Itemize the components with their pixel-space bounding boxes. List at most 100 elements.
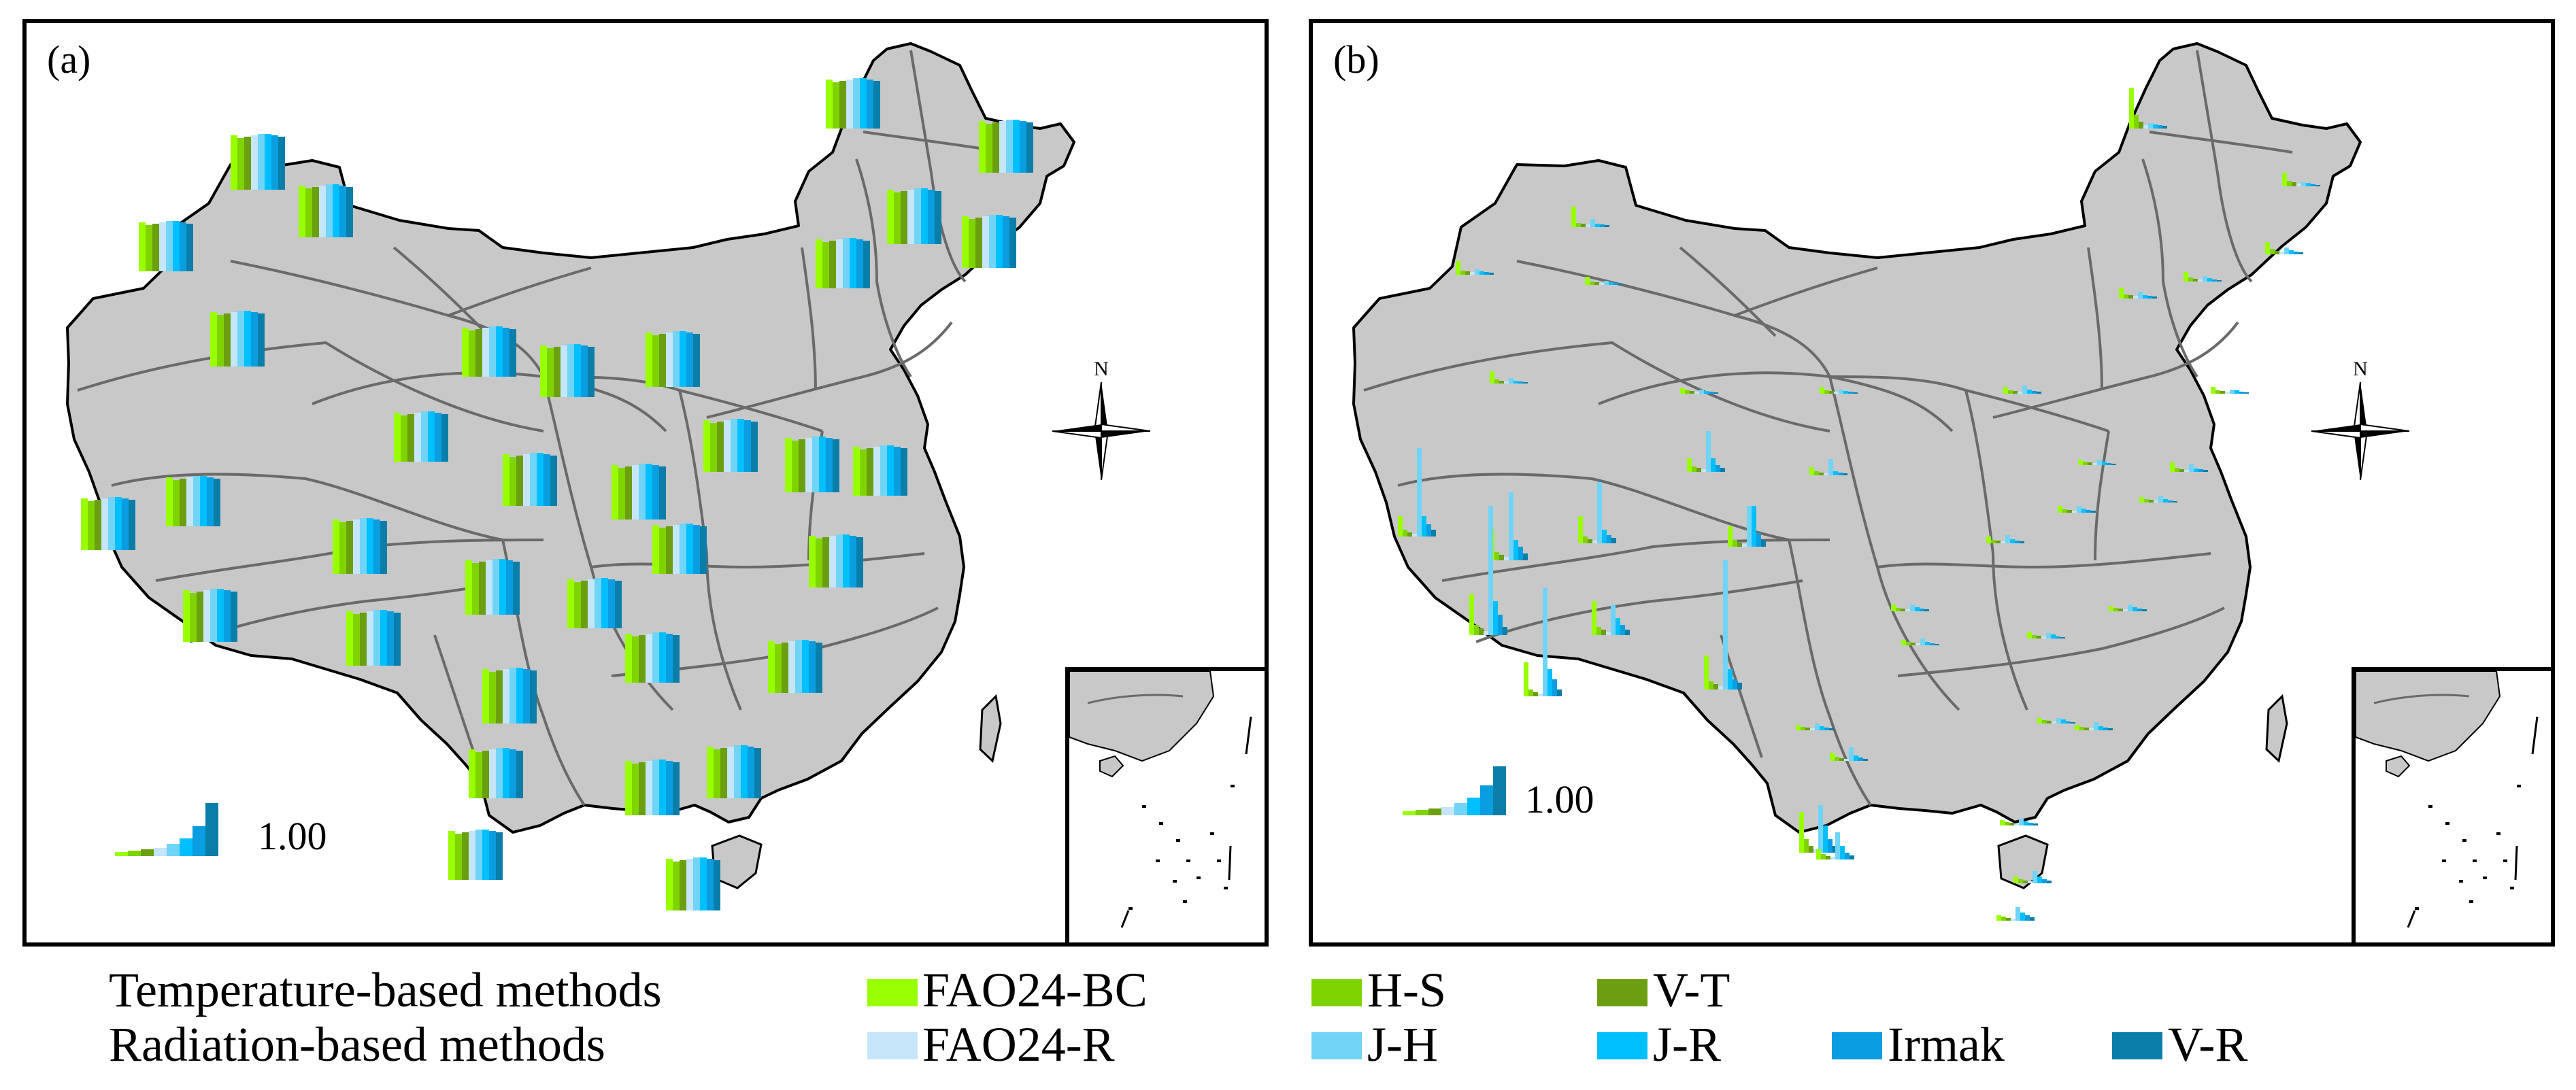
- station-bar: [1601, 630, 1606, 635]
- station-bar: [353, 614, 360, 666]
- station-bar-group: [210, 311, 265, 367]
- station-bar: [2030, 917, 2035, 921]
- station-bar: [186, 224, 193, 271]
- station-bar: [108, 497, 115, 550]
- station-bar: [1935, 644, 1939, 645]
- station-bar: [1407, 532, 1412, 537]
- zone-boundary: [2087, 247, 2103, 391]
- station-bar: [2292, 182, 2296, 186]
- station-bar: [2215, 390, 2220, 394]
- station-bar: [214, 479, 220, 526]
- north-arrow-head: [2360, 382, 2367, 431]
- station-bar-group: [2129, 88, 2167, 129]
- station-bar: [1813, 849, 1818, 853]
- station-bar-group: [2013, 871, 2052, 883]
- station-bar: [2005, 535, 2010, 543]
- station-bar: [853, 447, 860, 496]
- station-bar-group: [1820, 387, 1858, 394]
- station-bar: [305, 188, 312, 237]
- station-bar: [1625, 630, 1630, 635]
- station-bar: [210, 312, 217, 367]
- station-bar: [1479, 628, 1484, 635]
- station-bar-group: [2139, 496, 2177, 503]
- station-bar-group: [625, 760, 680, 815]
- station-bar-group: [1816, 832, 1854, 859]
- station-bar: [1518, 381, 1523, 384]
- station-bar: [2147, 296, 2152, 299]
- inset-islet: [2503, 859, 2507, 862]
- station-bar: [244, 311, 251, 367]
- station-bar: [543, 454, 550, 506]
- zone-boundary: [448, 267, 592, 317]
- station-bar: [482, 669, 489, 723]
- station-bar: [1499, 381, 1504, 384]
- station-bar-group: [346, 610, 401, 666]
- station-bar: [839, 81, 846, 129]
- station-bar: [2103, 728, 2108, 730]
- station-bar: [278, 137, 285, 190]
- station-bar: [1484, 272, 1489, 275]
- station-bar: [1996, 541, 2001, 543]
- station-bar: [1503, 627, 1507, 635]
- station-bar: [210, 589, 217, 642]
- station-bar: [1747, 506, 1752, 547]
- station-bar: [2162, 126, 2167, 129]
- station-bar: [894, 192, 901, 244]
- station-bar: [489, 749, 496, 798]
- station-bar: [2158, 496, 2163, 503]
- station-bar: [1925, 642, 1930, 645]
- station-bar: [101, 498, 108, 550]
- station-bar-group: [231, 134, 285, 190]
- station-bar: [2119, 288, 2124, 299]
- station-bar: [81, 498, 88, 550]
- station-bar: [2287, 181, 2292, 186]
- station-bar: [2137, 609, 2142, 611]
- station-bar: [1824, 390, 1829, 394]
- station-bar: [1761, 540, 1766, 547]
- station-bar: [1824, 728, 1829, 730]
- station-bar: [258, 134, 265, 190]
- station-bar: [646, 333, 652, 387]
- station-bar: [489, 672, 496, 723]
- zone-boundary: [1598, 371, 1954, 432]
- station-bar: [2028, 823, 2033, 825]
- station-bar-group: [1728, 506, 1766, 547]
- station-bar: [1398, 516, 1403, 537]
- station-bar: [1828, 459, 1833, 475]
- station-bar: [2037, 392, 2041, 394]
- station-bar: [1538, 694, 1543, 696]
- station-bar: [1013, 120, 1020, 173]
- station-bar-group: [1891, 604, 1929, 611]
- station-bar: [632, 465, 639, 520]
- station-bar: [887, 190, 894, 244]
- inset-islet: [2510, 887, 2514, 889]
- station-bar: [1609, 282, 1613, 285]
- station-bar: [748, 747, 754, 798]
- station-bar: [2143, 295, 2147, 299]
- panel-label-b: (b): [1333, 37, 1379, 82]
- station-bar: [856, 239, 863, 288]
- station-bar: [2143, 125, 2148, 129]
- inset-islet: [1176, 839, 1180, 842]
- station-bar: [2025, 915, 2030, 921]
- station-bar-group: [1469, 506, 1507, 635]
- zone-boundary: [2196, 50, 2253, 283]
- station-bar: [1475, 269, 1479, 275]
- station-bar: [2078, 460, 2083, 465]
- station-bar: [703, 420, 710, 472]
- station-bar: [1854, 755, 1858, 761]
- station-bar: [1493, 601, 1498, 635]
- station-bar: [516, 456, 523, 506]
- station-bar: [680, 331, 686, 387]
- station-bar: [659, 632, 666, 683]
- east-arrow-upper: [1101, 423, 1151, 432]
- station-bar: [231, 592, 237, 642]
- station-bar: [1911, 643, 1916, 645]
- station-bar: [1828, 839, 1833, 853]
- station-bar: [1416, 810, 1428, 815]
- station-bar-group: [853, 445, 907, 496]
- station-bar-group: [1986, 535, 2024, 543]
- station-bar: [1830, 753, 1835, 761]
- station-bar: [707, 747, 714, 798]
- station-bar: [475, 329, 482, 377]
